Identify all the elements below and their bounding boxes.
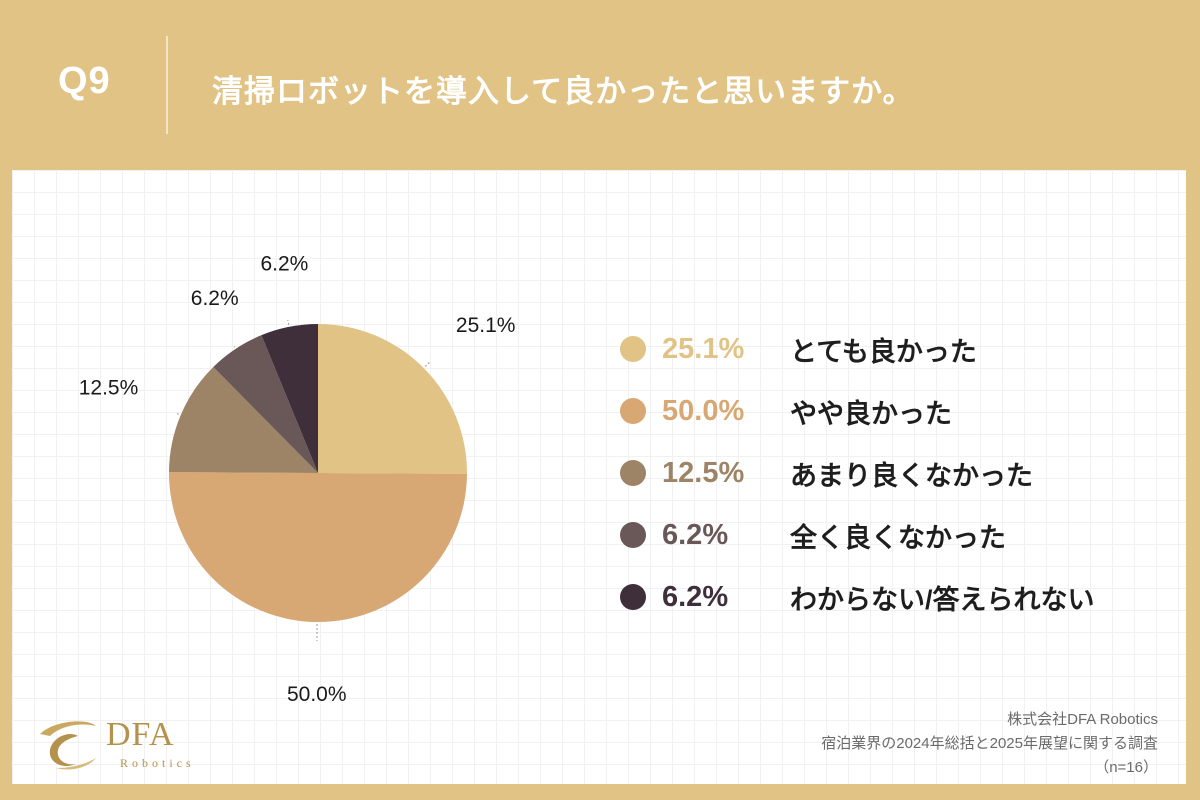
footer-sample-size: （n=16） <box>1094 759 1158 776</box>
slice-value-label: 6.2% <box>191 287 239 310</box>
pie-slice <box>213 335 318 473</box>
leader-line <box>175 412 180 415</box>
header-divider <box>166 36 168 134</box>
legend-item: 25.1% とても良かった <box>620 318 1095 380</box>
legend-item: 6.2% わからない/答えられない <box>620 566 1095 628</box>
question-title: 清掃ロボットを導入して良かったと思いますか。 <box>212 74 915 109</box>
pie-slice <box>261 324 318 473</box>
leader-line <box>424 361 431 367</box>
question-number: Q9 <box>58 60 111 102</box>
chart-panel: 25.1% 50.0% 12.5% 6.2% 6.2% 25.1% とても良かった 50… <box>12 170 1186 784</box>
slice-value-label: 25.1% <box>456 314 516 337</box>
header: Q9 清掃ロボットを導入して良かったと思いますか。 <box>0 0 1200 170</box>
company-logo: DFA Robotics <box>32 714 232 774</box>
legend-label: わからない/答えられない <box>790 584 1095 615</box>
footer-survey: 宿泊業界の2024年総括と2025年展望に関する調査 <box>821 735 1158 752</box>
legend-dot <box>620 584 646 610</box>
legend-percent: 50.0% <box>662 394 745 427</box>
logo-subtitle: Robotics <box>120 756 195 770</box>
legend-item: 12.5% あまり良くなかった <box>620 442 1095 504</box>
legend-label: 全く良くなかった <box>790 522 1006 553</box>
legend-dot <box>620 398 646 424</box>
footer-source: 株式会社DFA Robotics 宿泊業界の2024年総括と2025年展望に関す… <box>821 708 1158 780</box>
legend-item: 50.0% やや良かった <box>620 380 1095 442</box>
slice-value-label: 50.0% <box>287 683 347 706</box>
legend: 25.1% とても良かった 50.0% やや良かった 12.5% あまり良くなか… <box>620 318 1095 628</box>
legend-percent: 12.5% <box>662 456 745 489</box>
leader-line <box>287 319 290 325</box>
pie-chart: 25.1% 50.0% 12.5% 6.2% 6.2% <box>79 252 516 706</box>
pie-slice <box>169 472 467 622</box>
legend-label: あまり良くなかった <box>790 460 1033 491</box>
pie-slice <box>318 324 467 474</box>
legend-percent: 25.1% <box>662 332 745 365</box>
legend-dot <box>620 336 646 362</box>
footer-company: 株式会社DFA Robotics <box>1007 711 1158 728</box>
logo-swirl-icon <box>40 721 96 770</box>
legend-label: やや良かった <box>790 398 952 429</box>
slice-value-label: 12.5% <box>79 376 139 399</box>
legend-dot <box>620 522 646 548</box>
legend-percent: 6.2% <box>662 518 729 551</box>
logo-name: DFA <box>106 716 175 753</box>
leader-line <box>233 345 236 348</box>
legend-label: とても良かった <box>790 336 977 367</box>
slice-value-label: 6.2% <box>260 252 308 275</box>
legend-dot <box>620 460 646 486</box>
pie-slice <box>169 366 318 473</box>
legend-item: 6.2% 全く良くなかった <box>620 504 1095 566</box>
legend-percent: 6.2% <box>662 580 729 613</box>
